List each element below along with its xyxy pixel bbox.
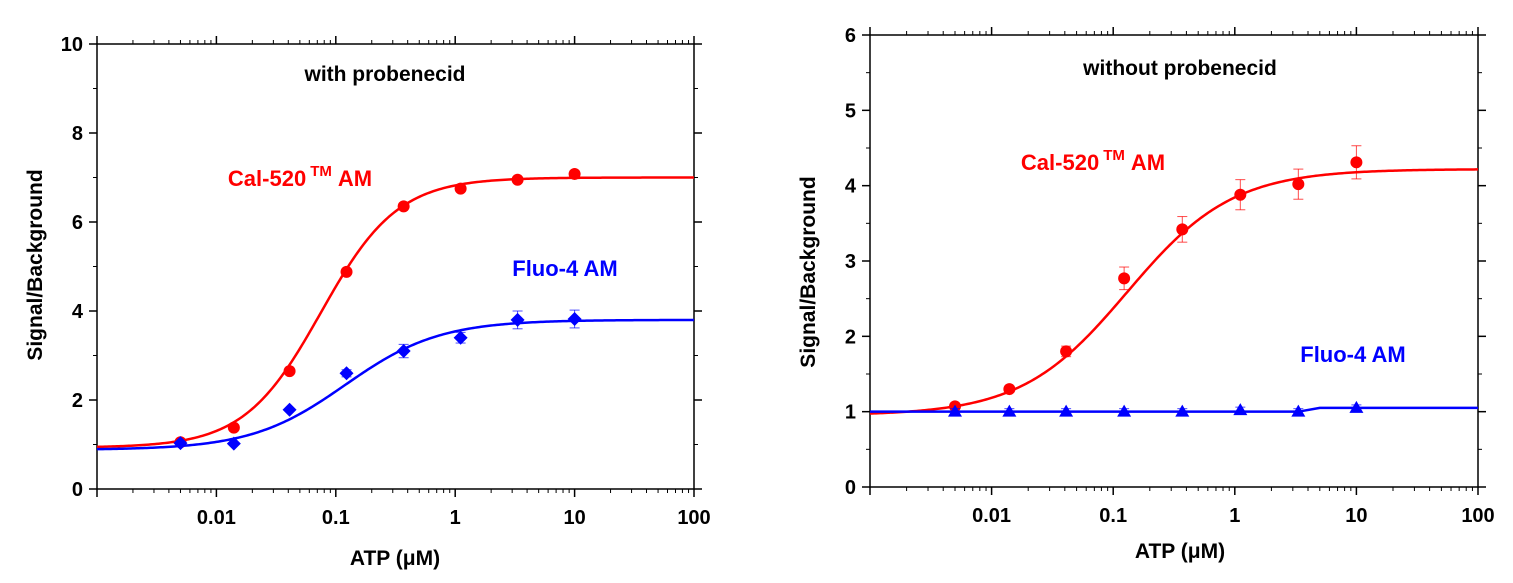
plot-frame: [869, 34, 1479, 488]
data-point: [568, 167, 581, 180]
y-tick-label: 0: [845, 477, 856, 499]
x-tick-label: 100: [1461, 505, 1494, 527]
data-point: [1118, 272, 1131, 285]
data-point: [453, 330, 468, 345]
data-point: [1059, 404, 1074, 417]
series-label: Cal-520 TM AM: [1021, 147, 1165, 175]
data-point: [1060, 345, 1073, 358]
data-point: [1175, 404, 1190, 417]
y-tick-label: 8: [72, 123, 83, 145]
data-point: [1291, 404, 1306, 417]
y-tick-label: 2: [72, 390, 83, 412]
x-tick-label: 10: [1345, 505, 1367, 527]
data-point: [1350, 156, 1363, 169]
data-point: [454, 182, 467, 195]
fit-curve: [870, 406, 1478, 413]
y-tick-label: 6: [72, 212, 83, 234]
x-axis-label: ATP (μM): [350, 547, 440, 570]
series-0: Cal-520 TM AM: [869, 145, 1479, 415]
y-tick-label: 4: [845, 176, 857, 198]
data-point: [511, 173, 524, 186]
x-axis-label: ATP (μM): [1135, 540, 1225, 563]
y-tick-label: 5: [845, 100, 856, 122]
x-tick-label: 0.1: [1099, 505, 1127, 527]
series-1: Fluo-4 AM: [96, 256, 694, 451]
data-point: [1233, 403, 1248, 416]
x-tick-label: 0.01: [197, 507, 236, 529]
data-point: [282, 402, 297, 417]
data-point: [227, 421, 240, 434]
x-tick-label: 10: [563, 507, 585, 529]
fit-curve: [869, 168, 1479, 415]
data-point: [1176, 223, 1189, 236]
fit-curve: [96, 176, 694, 449]
series-0: Cal-520 TM AM: [96, 163, 694, 449]
y-tick-label: 0: [72, 479, 83, 501]
x-tick-label: 100: [677, 507, 710, 529]
y-tick-label: 6: [845, 25, 856, 47]
data-point: [567, 312, 582, 327]
panel-title: without probenecid: [1082, 57, 1277, 80]
chart-with-probenecid: 0.01 0.1 1 10 100 0 2 4 6 8 10 ATP (μM) Signal/Backg…: [24, 34, 711, 570]
data-point: [340, 265, 353, 278]
data-point: [1002, 404, 1017, 417]
data-point: [1234, 188, 1247, 201]
data-point: [173, 436, 188, 451]
series-label: Cal-520 TM AM: [228, 163, 372, 191]
y-axis-label: Signal/Background: [797, 176, 820, 367]
data-point: [510, 312, 525, 327]
data-point: [1003, 383, 1016, 396]
x-tick-label: 1: [450, 507, 461, 529]
data-point: [283, 365, 296, 378]
fit-curve: [96, 318, 694, 451]
data-point: [397, 200, 410, 213]
y-tick-label: 4: [72, 301, 84, 323]
data-point: [396, 344, 411, 359]
series-label: Fluo-4 AM: [512, 256, 618, 281]
y-tick-label: 10: [61, 34, 83, 56]
series-1: Fluo-4 AM: [870, 342, 1478, 417]
data-point: [226, 436, 241, 451]
y-tick-label: 2: [845, 326, 856, 348]
x-tick-label: 0.1: [322, 507, 350, 529]
data-point: [1117, 404, 1132, 417]
x-tick-label: 0.01: [972, 505, 1011, 527]
chart-without-probenecid: 0.01 0.1 1 10 100 0 1 2 3 4 5 6 ATP (μM) Signal/Backg…: [797, 25, 1495, 563]
y-tick-label: 3: [845, 251, 856, 273]
data-point: [1292, 178, 1305, 191]
data-point: [339, 366, 354, 381]
y-tick-label: 1: [845, 402, 856, 424]
y-axis-label: Signal/Background: [24, 169, 47, 360]
data-point: [947, 404, 962, 417]
x-tick-label: 1: [1229, 505, 1240, 527]
panel-title: with probenecid: [303, 63, 465, 86]
data-point: [1349, 400, 1364, 413]
series-label: Fluo-4 AM: [1300, 342, 1406, 367]
